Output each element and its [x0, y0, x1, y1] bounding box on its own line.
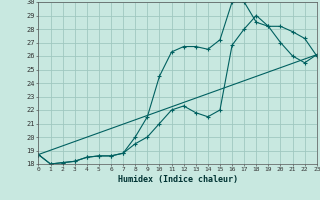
X-axis label: Humidex (Indice chaleur): Humidex (Indice chaleur) — [118, 175, 238, 184]
